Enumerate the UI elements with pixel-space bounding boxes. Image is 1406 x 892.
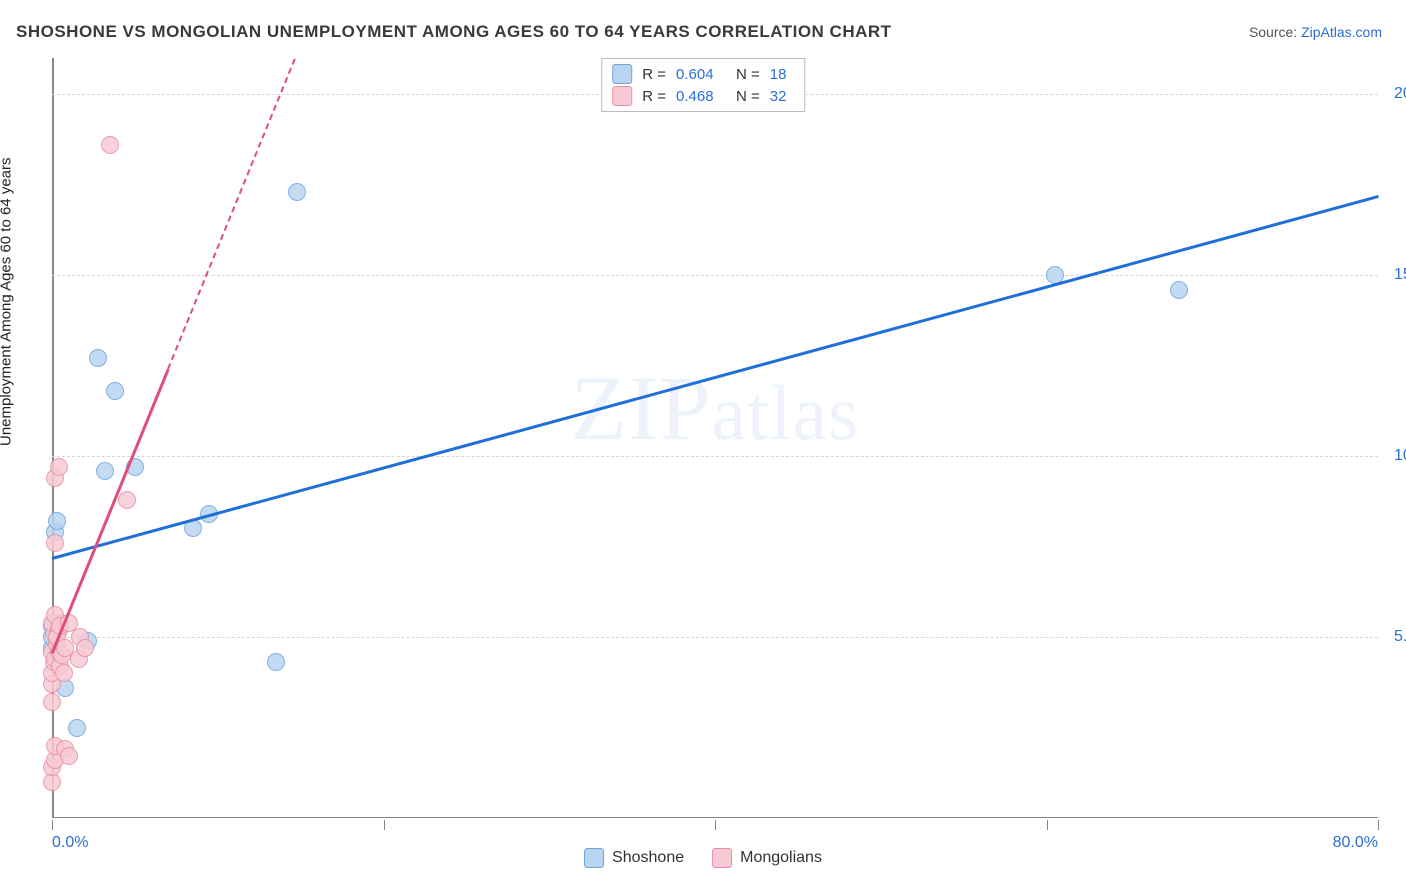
data-point — [288, 183, 306, 201]
trend-line — [167, 59, 296, 370]
x-tick — [384, 820, 385, 830]
data-point — [1170, 281, 1188, 299]
legend-n-value: 18 — [770, 66, 794, 83]
data-point — [106, 382, 124, 400]
legend-r-label: R = — [642, 66, 666, 83]
gridline — [52, 456, 1378, 457]
data-point — [96, 462, 114, 480]
data-point — [50, 458, 68, 476]
legend-r-value: 0.468 — [676, 88, 726, 105]
legend-label: Mongolians — [740, 849, 822, 867]
legend-correlation-box: R = 0.604 N = 18 R = 0.468 N = 32 — [601, 58, 805, 112]
data-point — [89, 349, 107, 367]
legend-item: Shoshone — [584, 848, 684, 868]
data-point — [60, 747, 78, 765]
legend-swatch — [712, 848, 732, 868]
legend-swatch — [612, 86, 632, 106]
legend-row: R = 0.604 N = 18 — [612, 63, 794, 85]
trend-line — [52, 196, 1379, 561]
legend-swatch — [584, 848, 604, 868]
legend-swatch — [612, 64, 632, 84]
legend-n-label: N = — [736, 88, 760, 105]
data-point — [118, 491, 136, 509]
data-point — [267, 653, 285, 671]
x-axis — [52, 817, 1378, 819]
x-tick-label: 0.0% — [52, 834, 88, 852]
legend-r-value: 0.604 — [676, 66, 726, 83]
chart-title: SHOSHONE VS MONGOLIAN UNEMPLOYMENT AMONG… — [16, 22, 892, 42]
data-point — [68, 719, 86, 737]
data-point — [43, 693, 61, 711]
source-attribution: Source: ZipAtlas.com — [1249, 24, 1382, 40]
legend-item: Mongolians — [712, 848, 822, 868]
gridline — [52, 637, 1378, 638]
x-tick — [1047, 820, 1048, 830]
x-tick — [52, 820, 53, 830]
x-tick — [715, 820, 716, 830]
legend-series: Shoshone Mongolians — [584, 848, 822, 868]
trend-line — [51, 369, 170, 654]
y-tick-label: 10.0% — [1382, 447, 1406, 465]
legend-r-label: R = — [642, 88, 666, 105]
y-tick-label: 15.0% — [1382, 266, 1406, 284]
x-tick — [1378, 820, 1379, 830]
data-point — [76, 639, 94, 657]
data-point — [46, 534, 64, 552]
source-link[interactable]: ZipAtlas.com — [1301, 24, 1382, 40]
source-prefix: Source: — [1249, 24, 1301, 40]
gridline — [52, 275, 1378, 276]
y-tick-label: 5.0% — [1382, 628, 1406, 646]
watermark: ZIPatlas — [571, 355, 860, 461]
y-tick-label: 20.0% — [1382, 85, 1406, 103]
legend-n-label: N = — [736, 66, 760, 83]
legend-label: Shoshone — [612, 849, 684, 867]
legend-n-value: 32 — [770, 88, 794, 105]
data-point — [101, 136, 119, 154]
plot-area: ZIPatlas 5.0%10.0%15.0%20.0%0.0%80.0% — [52, 58, 1378, 818]
data-point — [48, 512, 66, 530]
x-tick-label: 80.0% — [1333, 834, 1378, 852]
data-point — [55, 664, 73, 682]
y-axis-label: Unemployment Among Ages 60 to 64 years — [0, 157, 15, 446]
legend-row: R = 0.468 N = 32 — [612, 85, 794, 107]
